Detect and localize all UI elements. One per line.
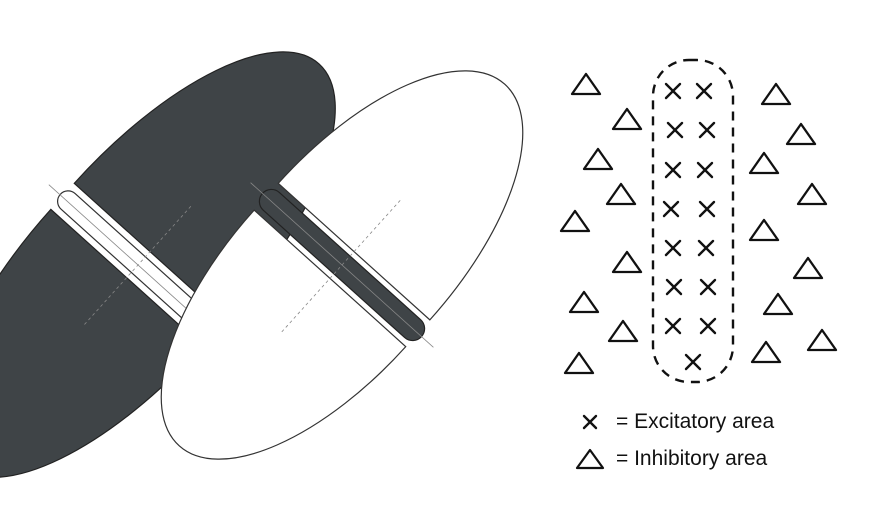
inhibitory-triangle: [806, 328, 838, 352]
legend-excitatory-label: = Excitatory area: [616, 410, 775, 433]
excitatory-x-mark: [699, 278, 717, 296]
excitatory-x-mark: [664, 82, 682, 100]
excitatory-x-mark: [662, 200, 680, 218]
excitatory-x-mark: [699, 317, 717, 335]
excitatory-x-mark: [664, 161, 682, 179]
excitatory-x-mark: [664, 239, 682, 257]
inhibitory-triangle: [760, 82, 792, 106]
excitatory-x-mark: [665, 278, 683, 296]
excitatory-x-mark: [696, 161, 714, 179]
x-mark-icon: [572, 412, 608, 432]
triangle-icon: [572, 447, 608, 471]
excitatory-markers: [662, 82, 717, 371]
off-center-left-flank: [0, 208, 204, 478]
inhibitory-triangle: [611, 107, 643, 131]
inhibitory-triangle: [762, 292, 794, 316]
excitatory-x-mark: [684, 353, 702, 371]
legend-excitatory: = Excitatory area: [572, 410, 774, 434]
inhibitory-triangle: [570, 72, 602, 96]
excitatory-x-mark: [664, 317, 682, 335]
on-center-left-flank: [160, 209, 407, 460]
on-center-field: [160, 70, 524, 460]
inhibitory-triangle: [796, 182, 828, 206]
excitatory-x-mark: [666, 121, 684, 139]
excitatory-region-outline: [651, 58, 735, 384]
inhibitory-triangle: [750, 340, 782, 364]
on-center-right-flank: [277, 70, 524, 321]
inhibitory-triangle: [559, 209, 591, 233]
excitatory-x-mark: [697, 239, 715, 257]
on-center-crosshair: [281, 197, 403, 333]
inhibitory-triangle: [785, 122, 817, 146]
inhibitory-triangle: [792, 256, 824, 280]
legend-inhibitory: = Inhibitory area: [572, 447, 767, 471]
inhibitory-triangle: [563, 351, 595, 375]
off-center-crosshair: [84, 205, 192, 325]
inhibitory-triangle: [748, 218, 780, 242]
inhibitory-triangle: [748, 151, 780, 175]
excitatory-x-mark: [698, 200, 716, 218]
inhibitory-markers: [559, 72, 838, 375]
inhibitory-triangle: [605, 182, 637, 206]
excitatory-x-mark: [695, 82, 713, 100]
excitatory-x-mark: [698, 121, 716, 139]
inhibitory-triangle: [568, 290, 600, 314]
inhibitory-triangle: [611, 250, 643, 274]
inhibitory-triangle: [607, 319, 639, 343]
legend-inhibitory-label: = Inhibitory area: [616, 447, 768, 470]
inhibitory-triangle: [582, 147, 614, 171]
